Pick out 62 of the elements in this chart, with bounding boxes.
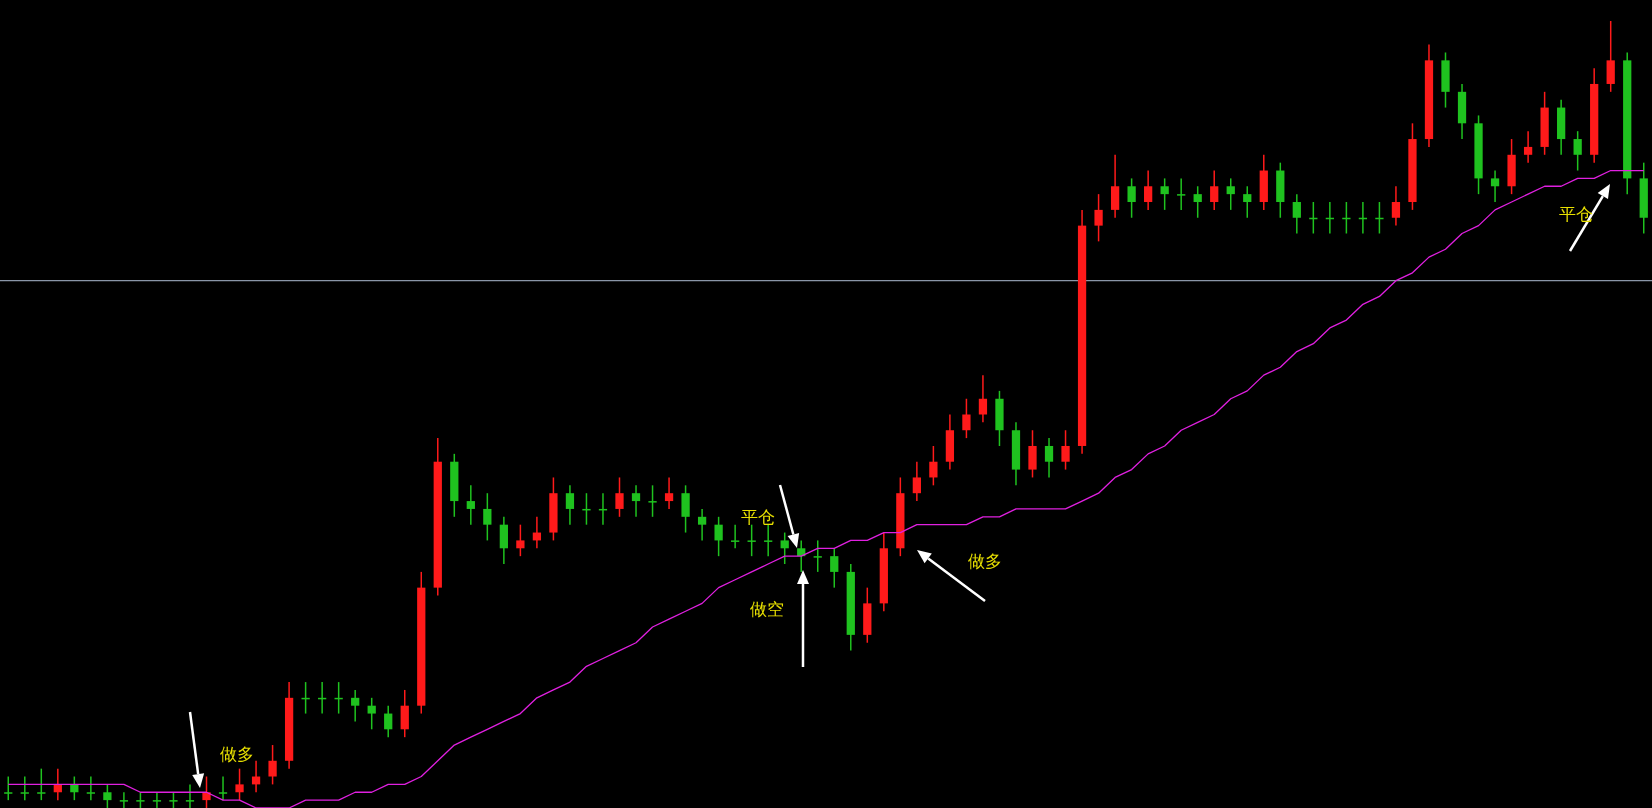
candlestick [152, 791, 162, 808]
candlestick [483, 492, 492, 542]
candlestick [747, 523, 756, 557]
candlestick [1606, 20, 1615, 93]
candlestick [1391, 185, 1401, 227]
candlestick [1160, 177, 1169, 211]
candlestick [1523, 130, 1533, 164]
candlestick [268, 744, 277, 786]
candlestick [565, 484, 575, 526]
candlestick [499, 516, 508, 565]
candlestick [1061, 429, 1070, 471]
candlestick [631, 484, 641, 518]
candlestick [962, 398, 971, 439]
candlestick [86, 775, 95, 801]
annotation: 平仓 [1559, 204, 1593, 224]
candlestick [1028, 429, 1037, 479]
candlestick [929, 445, 938, 487]
candlestick [830, 547, 839, 589]
candlestick [615, 476, 624, 518]
candlestick [1226, 177, 1235, 211]
candlestick [648, 484, 657, 518]
candlestick [4, 775, 13, 801]
candlestick [1144, 169, 1153, 211]
candlestick [235, 767, 244, 801]
candlestick [813, 539, 822, 573]
candlestick [1044, 437, 1054, 479]
annotation: 做多 [220, 744, 254, 764]
candlestick [119, 791, 129, 808]
candlestick [1490, 169, 1500, 203]
candlestick [384, 704, 393, 738]
candlestick [764, 523, 773, 557]
candlestick [400, 689, 409, 738]
candlestick [1177, 177, 1186, 211]
annotation: 平仓 [741, 507, 775, 527]
candlestick [202, 775, 211, 808]
candlestick [37, 767, 46, 801]
candlestick [1193, 185, 1202, 219]
annotation: 做空 [750, 599, 784, 619]
candlestick [466, 484, 475, 526]
candlestick [218, 775, 228, 801]
candlestick [780, 531, 789, 565]
candlestick [1210, 169, 1219, 211]
candlestick [1127, 177, 1136, 219]
candlestick [912, 460, 921, 502]
annotation: 做多 [968, 551, 1002, 571]
candlestick [351, 689, 360, 723]
candlestick [516, 523, 525, 557]
candlestick [1243, 185, 1252, 219]
candlestick [1110, 154, 1120, 219]
candlestick [664, 476, 674, 510]
candlestick [185, 783, 195, 808]
candlestick [697, 508, 707, 542]
candlestick [20, 775, 29, 801]
candlestick [681, 484, 690, 534]
candlestick [714, 516, 723, 557]
candlestick [367, 697, 376, 731]
candlestick [1094, 193, 1103, 243]
candlestick [978, 374, 988, 424]
candlestick [731, 523, 740, 550]
candlestick [1573, 130, 1582, 172]
candlestick [103, 783, 112, 808]
candlestick [1292, 193, 1301, 235]
